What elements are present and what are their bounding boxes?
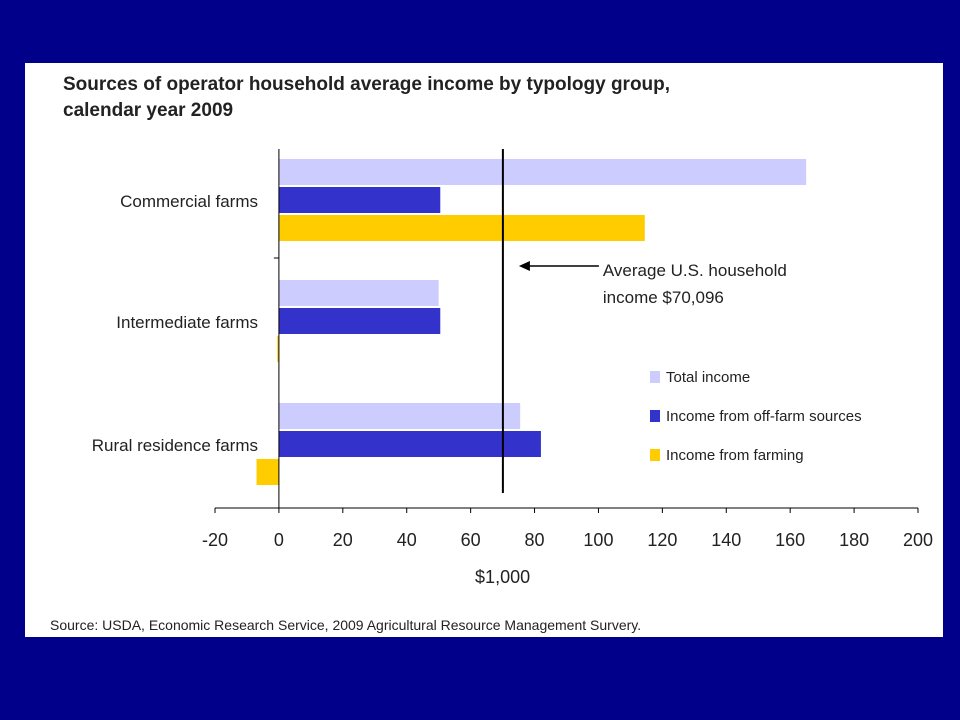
- x-tick-label: 40: [397, 530, 417, 550]
- x-tick-label: 100: [583, 530, 613, 550]
- bar-1-1: [278, 159, 807, 185]
- category-labels: Commercial farms Intermediate farms Rural …: [92, 192, 258, 455]
- bar-2-3: [277, 336, 279, 362]
- legend-label: Income from off-farm sources: [666, 408, 862, 425]
- chart-title-line-1: Sources of operator household average in…: [63, 74, 670, 95]
- category-label: Intermediate farms: [116, 313, 258, 332]
- legend-swatch: [650, 410, 660, 422]
- annotation-label-line-1: Average U.S. household: [603, 261, 787, 280]
- legend-swatch: [650, 449, 660, 461]
- bar-3-3: [256, 459, 279, 485]
- x-tick-label: 180: [839, 530, 869, 550]
- annotation-label-line-2: income $70,096: [603, 288, 724, 307]
- source-note: Source: USDA, Economic Research Service,…: [50, 617, 641, 633]
- x-tick-label: 0: [274, 530, 284, 550]
- legend-label: Income from farming: [666, 447, 804, 464]
- x-tick-label: 200: [903, 530, 933, 550]
- chart-panel: Sources of operator household average in…: [25, 63, 943, 637]
- bar-group: [256, 159, 807, 485]
- bar-3-1: [278, 403, 521, 429]
- x-axis-label: $1,000: [475, 567, 530, 587]
- x-tick-label: 120: [647, 530, 677, 550]
- x-tick-label: 60: [461, 530, 481, 550]
- annotation-arrowhead: [518, 261, 530, 271]
- bar-3-2: [278, 431, 541, 457]
- chart-title-line-2: calendar year 2009: [63, 100, 233, 121]
- x-tick-label: 20: [333, 530, 353, 550]
- x-tick-label: 80: [525, 530, 545, 550]
- x-tick-label: 160: [775, 530, 805, 550]
- bar-1-2: [278, 187, 441, 213]
- x-axis-ticks: -20 0 20 40 60 80 100 120 140 160 180 200: [202, 508, 933, 550]
- legend: Total income Income from off-farm sources…: [650, 369, 862, 464]
- category-label: Commercial farms: [120, 192, 258, 211]
- x-tick-label: 140: [711, 530, 741, 550]
- chart: Sources of operator household average in…: [50, 74, 933, 633]
- bar-2-1: [278, 280, 439, 306]
- bar-2-2: [278, 308, 441, 334]
- category-label: Rural residence farms: [92, 436, 258, 455]
- legend-label: Total income: [666, 369, 750, 386]
- bar-1-3: [278, 215, 645, 241]
- x-tick-label: -20: [202, 530, 228, 550]
- legend-swatch: [650, 371, 660, 383]
